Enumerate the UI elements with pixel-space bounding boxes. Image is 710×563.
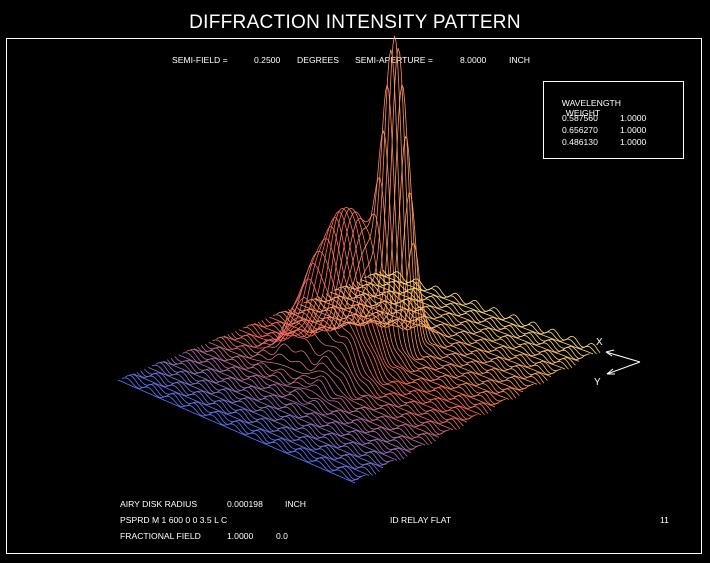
surface-line (337, 286, 559, 375)
surface-line (299, 83, 524, 393)
surface-line (303, 135, 527, 391)
surface-line (288, 49, 513, 400)
surface-line (242, 238, 471, 421)
surface-line (227, 297, 457, 431)
plot-frame (6, 38, 702, 554)
surface-line (121, 377, 359, 481)
semi-field-unit: DEGREES (297, 55, 340, 65)
y-axis-arrow (606, 361, 641, 375)
surface-line (363, 276, 583, 360)
axis-indicator: X Y (594, 337, 641, 388)
surface-line (193, 348, 426, 446)
surface-line (163, 360, 398, 461)
surface-line (197, 346, 429, 446)
x-axis-arrow (605, 351, 641, 363)
semi-aperture-unit: INCH (509, 55, 531, 65)
surface-line (178, 354, 412, 453)
surface-line (344, 285, 566, 370)
surface-line (151, 364, 387, 466)
surface-line (204, 343, 436, 442)
surface-line (280, 129, 506, 402)
weight-col-header: WEIGHT (565, 108, 601, 118)
surface-line (185, 349, 419, 450)
surface-line (148, 367, 384, 469)
x-axis-label: X (596, 337, 603, 348)
surface-line (129, 374, 366, 477)
surface-line (333, 289, 555, 376)
semi-aperture-value: 8.0000 (460, 55, 487, 65)
surface-line (322, 294, 545, 384)
surface-line (265, 207, 492, 412)
surface-line (140, 370, 377, 475)
surface-line (276, 177, 503, 405)
surface-line (155, 362, 391, 465)
surface-line (310, 242, 534, 387)
command-line: PSPRD M 1 600 0 0 3.5 L C (120, 515, 228, 525)
surface-line (261, 206, 489, 414)
surface-line (189, 348, 422, 447)
surface-line (284, 83, 510, 400)
surface-line (375, 272, 594, 355)
surface-line (132, 373, 370, 476)
surface-line (291, 35, 517, 399)
surface-line (208, 341, 440, 438)
surface-line (159, 361, 394, 462)
surface-line (382, 269, 601, 353)
airy-unit: INCH (285, 499, 307, 509)
surface-lines (117, 35, 601, 484)
surface-line (174, 356, 408, 457)
weight-value: 1.0000 (620, 125, 647, 135)
wavelength-value: 0.486130 (562, 137, 598, 147)
surface-line (325, 293, 548, 381)
page-number: 11 (660, 515, 669, 525)
fractional-field-value-2: 0.0 (276, 531, 288, 541)
semi-field-label: SEMI-FIELD = (172, 55, 228, 65)
surface-line (329, 291, 552, 377)
wavelength-value: 0.656270 (562, 125, 598, 135)
wavelength-col-header: WAVELENGTH (561, 98, 621, 108)
airy-label: AIRY DISK RADIUS (120, 499, 198, 509)
y-axis-label: Y (594, 377, 601, 388)
fractional-field-value-1: 1.0000 (227, 531, 254, 541)
surface-line (182, 352, 415, 451)
surface-line (223, 317, 454, 431)
lens-name: ID RELAY FLAT (390, 515, 452, 525)
semi-aperture-label: SEMI-APERTURE = (355, 55, 433, 65)
page-title: DIFFRACTION INTENSITY PATTERN (189, 12, 521, 33)
wavelength-value: 0.587560 (562, 113, 598, 123)
surface-line (200, 345, 433, 445)
y-arrow-head-a (606, 368, 614, 375)
surface-line (356, 280, 576, 366)
surface-line (216, 337, 447, 435)
semi-field-value: 0.2500 (254, 55, 281, 65)
fractional-field-label: FRACTIONAL FIELD (120, 531, 201, 541)
surface-line (170, 357, 405, 460)
surface-line (220, 332, 450, 432)
surface-line (371, 273, 590, 357)
surface-line (144, 368, 380, 472)
airy-value: 0.000198 (227, 499, 263, 509)
surface-line (367, 274, 587, 359)
surface-line (246, 225, 475, 420)
x-arrow-head-b (605, 351, 613, 357)
surface-line (117, 379, 356, 484)
surface-line (238, 250, 468, 423)
x-arrow-head-a (605, 349, 615, 353)
surface-line (295, 48, 520, 396)
surface-line (125, 374, 363, 480)
weight-value: 1.0000 (620, 113, 647, 123)
weight-value: 1.0000 (620, 137, 647, 147)
surface-line (212, 339, 443, 436)
surface-line (360, 279, 580, 362)
wavelength-header: WAVELENGTH WEIGHT (557, 88, 621, 118)
surface-line (341, 285, 562, 372)
wavelength-legend (543, 81, 684, 159)
